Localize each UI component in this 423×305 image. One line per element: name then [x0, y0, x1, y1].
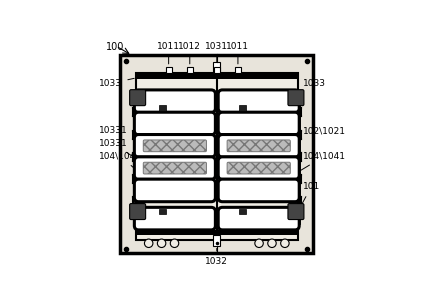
Text: 101: 101 [298, 182, 320, 211]
Circle shape [255, 239, 263, 247]
Text: 1033: 1033 [297, 78, 326, 88]
Bar [213, 235, 220, 246]
FancyBboxPatch shape [135, 90, 215, 113]
Text: 1031: 1031 [205, 42, 228, 64]
Text: 10331: 10331 [99, 126, 137, 138]
Bar [136, 231, 298, 235]
Text: 104\1041: 104\1041 [299, 152, 346, 171]
FancyBboxPatch shape [288, 90, 304, 106]
Text: 1011: 1011 [157, 42, 180, 64]
Bar [239, 209, 246, 214]
Bar [214, 67, 220, 73]
Bar [159, 209, 166, 214]
FancyBboxPatch shape [218, 207, 299, 230]
Bar [235, 67, 241, 73]
Bar [121, 56, 313, 253]
FancyBboxPatch shape [218, 90, 299, 113]
FancyBboxPatch shape [227, 140, 290, 152]
FancyBboxPatch shape [135, 112, 215, 135]
Bar [159, 106, 166, 111]
Text: 100: 100 [107, 42, 125, 52]
FancyBboxPatch shape [218, 157, 299, 179]
FancyBboxPatch shape [135, 157, 215, 179]
Bar [239, 106, 246, 111]
Text: 10331: 10331 [99, 139, 137, 160]
FancyBboxPatch shape [288, 203, 304, 220]
Circle shape [268, 239, 276, 247]
Bar [136, 73, 298, 240]
Bar [213, 63, 220, 73]
Text: 1033: 1033 [99, 78, 134, 88]
Circle shape [281, 239, 289, 247]
Circle shape [170, 239, 179, 247]
Text: 104\1041: 104\1041 [99, 152, 143, 171]
FancyBboxPatch shape [135, 135, 215, 157]
Bar [136, 73, 298, 77]
FancyBboxPatch shape [218, 179, 299, 202]
Text: 1012: 1012 [179, 42, 201, 64]
FancyBboxPatch shape [218, 135, 299, 157]
FancyBboxPatch shape [143, 140, 206, 152]
FancyBboxPatch shape [135, 179, 215, 202]
Circle shape [144, 239, 153, 247]
Bar [136, 77, 298, 79]
FancyBboxPatch shape [227, 162, 290, 174]
Bar [187, 67, 193, 73]
Bar [136, 230, 298, 231]
Bar [165, 67, 172, 73]
FancyBboxPatch shape [143, 162, 206, 174]
Text: 102\1021: 102\1021 [297, 126, 346, 139]
FancyBboxPatch shape [130, 203, 146, 220]
Text: 1032: 1032 [205, 248, 228, 266]
Text: 1011: 1011 [226, 42, 250, 64]
Circle shape [157, 239, 166, 247]
FancyBboxPatch shape [130, 90, 146, 106]
FancyBboxPatch shape [218, 112, 299, 135]
FancyBboxPatch shape [135, 207, 215, 230]
